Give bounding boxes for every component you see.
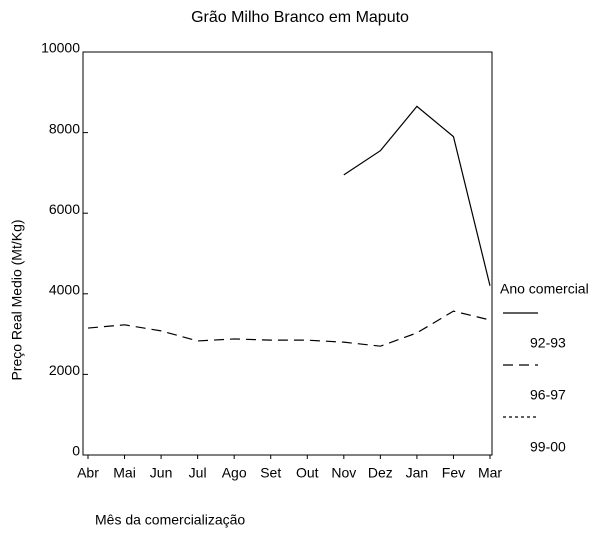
legend-label: 96-97 — [530, 387, 566, 403]
x-tick-label: Mai — [113, 465, 136, 481]
x-tick-label: Jul — [189, 465, 207, 481]
series-line — [87, 310, 491, 347]
y-tick-label: 10000 — [41, 40, 80, 56]
x-tick-label: Mar — [478, 465, 502, 481]
y-tick-label: 6000 — [49, 201, 80, 217]
y-axis-label: Preço Real Medio (Mt/Kg) — [9, 219, 25, 380]
plot-frame — [82, 51, 493, 456]
x-tick-label: Jun — [150, 465, 173, 481]
x-tick-label: Abr — [77, 465, 99, 481]
legend-title: Ano comercial — [500, 281, 589, 297]
x-tick-label: Jan — [406, 465, 429, 481]
x-tick-label: Fev — [442, 465, 465, 481]
chart-title: Grão Milho Branco em Maputo — [191, 9, 409, 26]
x-tick-label: Dez — [368, 465, 393, 481]
x-tick-label: Set — [260, 465, 281, 481]
x-tick-label: Out — [296, 465, 319, 481]
y-tick-label: 8000 — [49, 120, 80, 136]
x-axis-label: Mês da comercialização — [95, 512, 245, 528]
legend-label: 99-00 — [530, 439, 566, 455]
series-line — [343, 105, 491, 286]
y-tick-label: 2000 — [49, 362, 80, 378]
x-tick-label: Ago — [222, 465, 247, 481]
y-tick-label: 0 — [72, 443, 80, 459]
legend-label: 92-93 — [530, 335, 566, 351]
y-tick-label: 4000 — [49, 282, 80, 298]
x-tick-label: Nov — [331, 465, 356, 481]
